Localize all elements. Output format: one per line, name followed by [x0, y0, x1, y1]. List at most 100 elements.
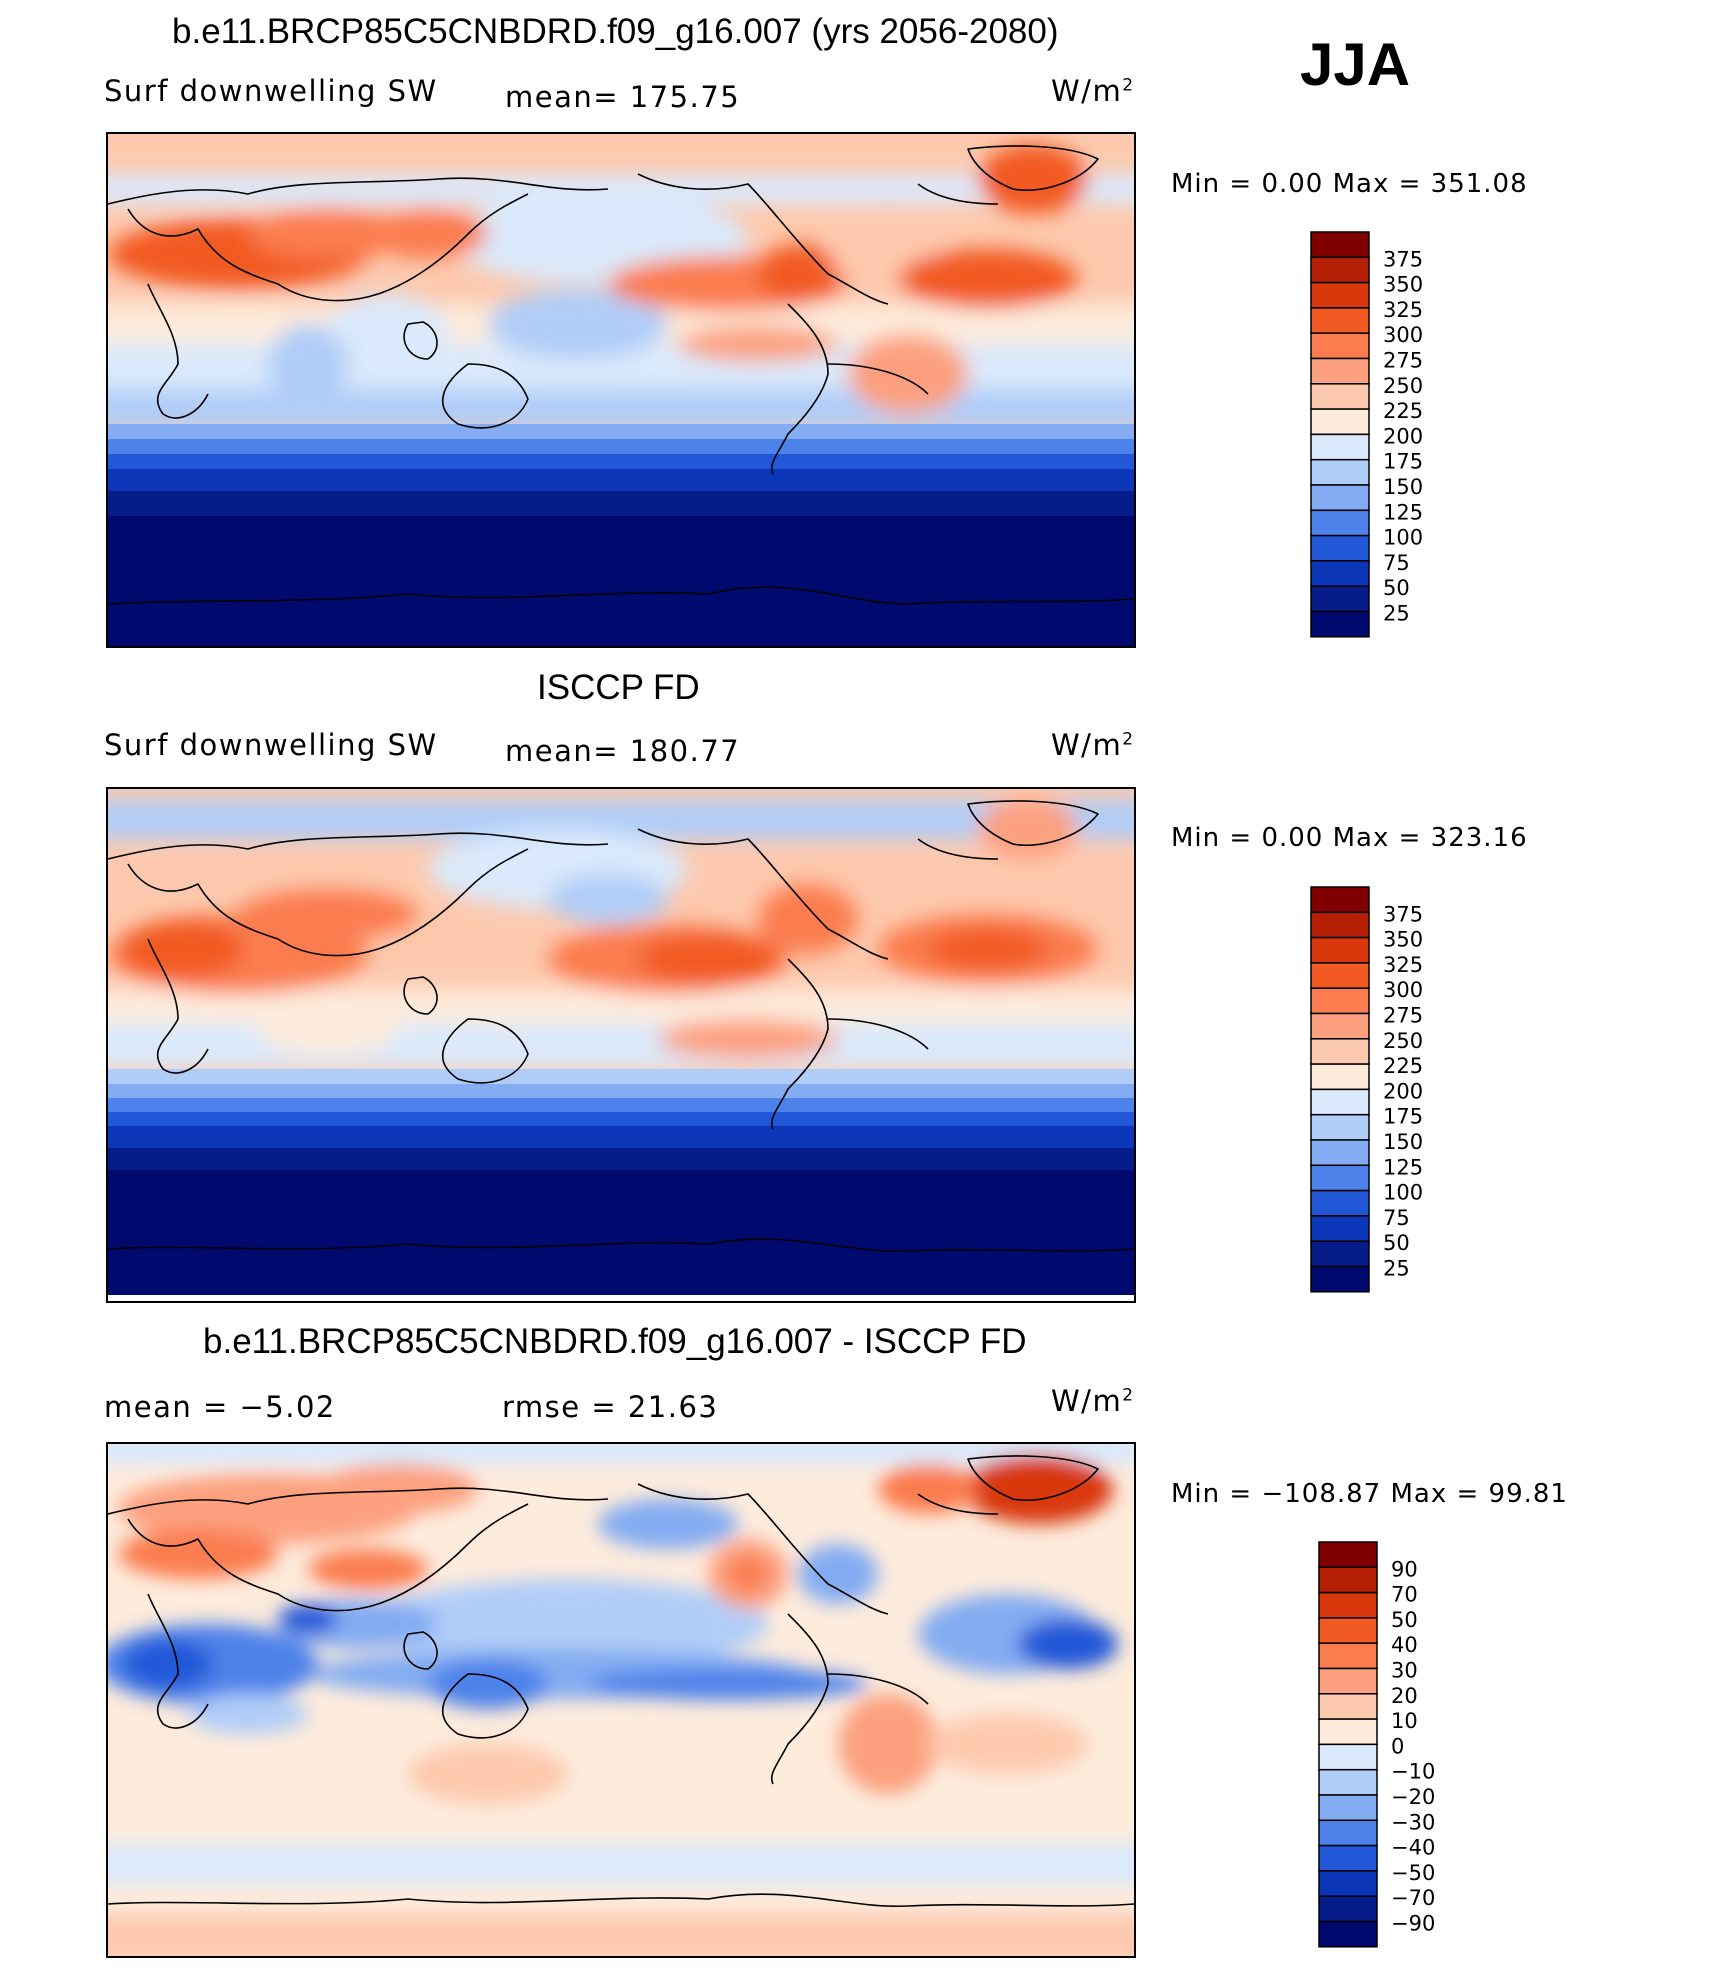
colorbar-tick-label: −30 — [1391, 1810, 1435, 1834]
colorbar-swatch — [1310, 585, 1370, 613]
colorbar-tick-label: −90 — [1391, 1912, 1435, 1936]
colorbar-swatch — [1310, 1038, 1370, 1065]
colorbar-tick-label: 100 — [1383, 1181, 1423, 1205]
colorbar-swatch — [1310, 484, 1370, 512]
colorbar-swatch — [1310, 458, 1370, 486]
colorbar-swatch — [1318, 1794, 1378, 1822]
colorbar-swatch — [1318, 1819, 1378, 1847]
colorbar-tick-label: 75 — [1383, 1206, 1410, 1230]
colorbar-tick-label: −40 — [1391, 1836, 1435, 1860]
colorbar-tick-label: 175 — [1383, 450, 1423, 474]
world-map-model — [106, 132, 1136, 648]
colorbar-tick-label: 175 — [1383, 1105, 1423, 1129]
colorbar: 375 350 325 300 275 250 225 200 175 150 125 100 75 50… — [1310, 885, 1450, 1295]
colorbar-tick-label: −20 — [1391, 1785, 1435, 1809]
colorbar-tick-label: 200 — [1383, 1079, 1423, 1103]
colorbar-swatch — [1318, 1870, 1378, 1897]
variable-label: Surf downwelling SW — [104, 74, 438, 108]
colorbar-swatch — [1310, 307, 1370, 334]
colorbar-swatch — [1310, 383, 1370, 410]
colorbar-swatch — [1318, 1768, 1378, 1796]
colorbar-tick-label: 325 — [1383, 953, 1423, 977]
colorbar-swatch — [1310, 357, 1370, 385]
variable-label: Surf downwelling SW — [104, 728, 438, 762]
colorbar-tick-label: 250 — [1383, 374, 1423, 398]
colorbar-tick-label: 300 — [1383, 978, 1423, 1002]
world-map-observation — [106, 787, 1136, 1303]
min-max-readout: Min = −108.87 Max = 99.81 — [1171, 1479, 1568, 1509]
colorbar-swatch — [1310, 936, 1370, 964]
colorbar-tick-label: 90 — [1391, 1557, 1418, 1581]
colorbar-tick-label: 225 — [1383, 399, 1423, 423]
units-label: W/m2 — [1051, 1384, 1135, 1418]
rmse-value: rmse = 21.63 — [502, 1390, 719, 1424]
colorbar-tick-label: 20 — [1391, 1684, 1418, 1708]
colorbar-tick-label: 50 — [1383, 576, 1410, 600]
colorbar-tick-label: 150 — [1383, 1130, 1423, 1154]
colorbar-swatch — [1310, 231, 1370, 259]
min-max-readout: Min = 0.00 Max = 323.16 — [1171, 823, 1528, 853]
colorbar-tick-label: 30 — [1391, 1659, 1418, 1683]
colorbar-swatch — [1310, 281, 1370, 309]
colorbar-swatch — [1310, 610, 1370, 638]
colorbar-tick-label: 250 — [1383, 1029, 1423, 1053]
units-label: W/m2 — [1051, 728, 1135, 762]
colorbar-swatch — [1310, 1012, 1370, 1040]
colorbar-tick-label: 300 — [1383, 323, 1423, 347]
colorbar-swatch — [1318, 1642, 1378, 1670]
colorbar-tick-label: −70 — [1391, 1886, 1435, 1910]
colorbar-tick-label: 100 — [1383, 526, 1423, 550]
mean-value: mean = −5.02 — [104, 1390, 336, 1424]
colorbar-swatch — [1310, 911, 1370, 939]
colorbar-swatch — [1310, 1063, 1370, 1091]
colorbar-tick-label: 350 — [1383, 928, 1423, 952]
colorbar-swatch — [1318, 1617, 1378, 1644]
colorbar-swatch — [1310, 433, 1370, 461]
colorbar-swatch — [1318, 1566, 1378, 1594]
mean-value: mean= 175.75 — [505, 80, 741, 114]
colorbar-swatch — [1310, 560, 1370, 587]
colorbar: 90 70 50 40 30 20 10 0 −10 −20 −30 −40 −50 −70 −90 — [1318, 1540, 1458, 1950]
panel-title: b.e11.BRCP85C5CNBDRD.f09_g16.007 (yrs 20… — [172, 12, 1059, 51]
colorbar-tick-label: 375 — [1383, 902, 1423, 926]
colorbar-tick-label: 0 — [1391, 1734, 1404, 1758]
colorbar-tick-label: 225 — [1383, 1054, 1423, 1078]
colorbar-tick-label: 150 — [1383, 475, 1423, 499]
colorbar-swatch — [1310, 987, 1370, 1015]
colorbar-swatch — [1318, 1718, 1378, 1746]
colorbar-swatch — [1318, 1844, 1378, 1872]
colorbar-tick-label: 25 — [1383, 602, 1410, 626]
colorbar-tick-label: 75 — [1383, 551, 1410, 575]
colorbar-swatch — [1310, 509, 1370, 537]
colorbar-swatch — [1318, 1693, 1378, 1720]
colorbar-swatch — [1318, 1541, 1378, 1569]
colorbar-tick-label: 350 — [1383, 273, 1423, 297]
colorbar-swatch — [1310, 1189, 1370, 1217]
min-max-readout: Min = 0.00 Max = 351.08 — [1171, 169, 1528, 199]
colorbar-tick-label: 125 — [1383, 1155, 1423, 1179]
colorbar-swatch — [1318, 1591, 1378, 1619]
colorbar-swatch — [1310, 408, 1370, 436]
colorbar: 375 350 325 300 275 250 225 200 175 150 125 100 75 50… — [1310, 230, 1450, 640]
season-label: JJA — [1300, 31, 1411, 98]
colorbar-swatch — [1310, 1164, 1370, 1192]
colorbar-swatch — [1310, 332, 1370, 360]
colorbar-swatch — [1318, 1920, 1378, 1948]
colorbar-tick-label: 70 — [1391, 1583, 1418, 1607]
colorbar-tick-label: 200 — [1383, 424, 1423, 448]
colorbar-tick-label: 25 — [1383, 1257, 1410, 1281]
colorbar-tick-label: 275 — [1383, 1004, 1423, 1028]
colorbar-swatch — [1310, 1139, 1370, 1167]
colorbar-tick-label: 50 — [1391, 1608, 1418, 1632]
mean-value: mean= 180.77 — [505, 734, 741, 768]
colorbar-swatch — [1310, 256, 1370, 284]
colorbar-tick-label: 10 — [1391, 1709, 1418, 1733]
units-label: W/m2 — [1051, 74, 1135, 108]
colorbar-swatch — [1310, 534, 1370, 562]
colorbar-tick-label: 375 — [1383, 247, 1423, 271]
colorbar-tick-label: 275 — [1383, 349, 1423, 373]
colorbar-swatch — [1310, 1215, 1370, 1242]
colorbar-swatch — [1318, 1743, 1378, 1771]
colorbar-swatch — [1310, 1265, 1370, 1293]
panel-title: ISCCP FD — [537, 668, 700, 707]
